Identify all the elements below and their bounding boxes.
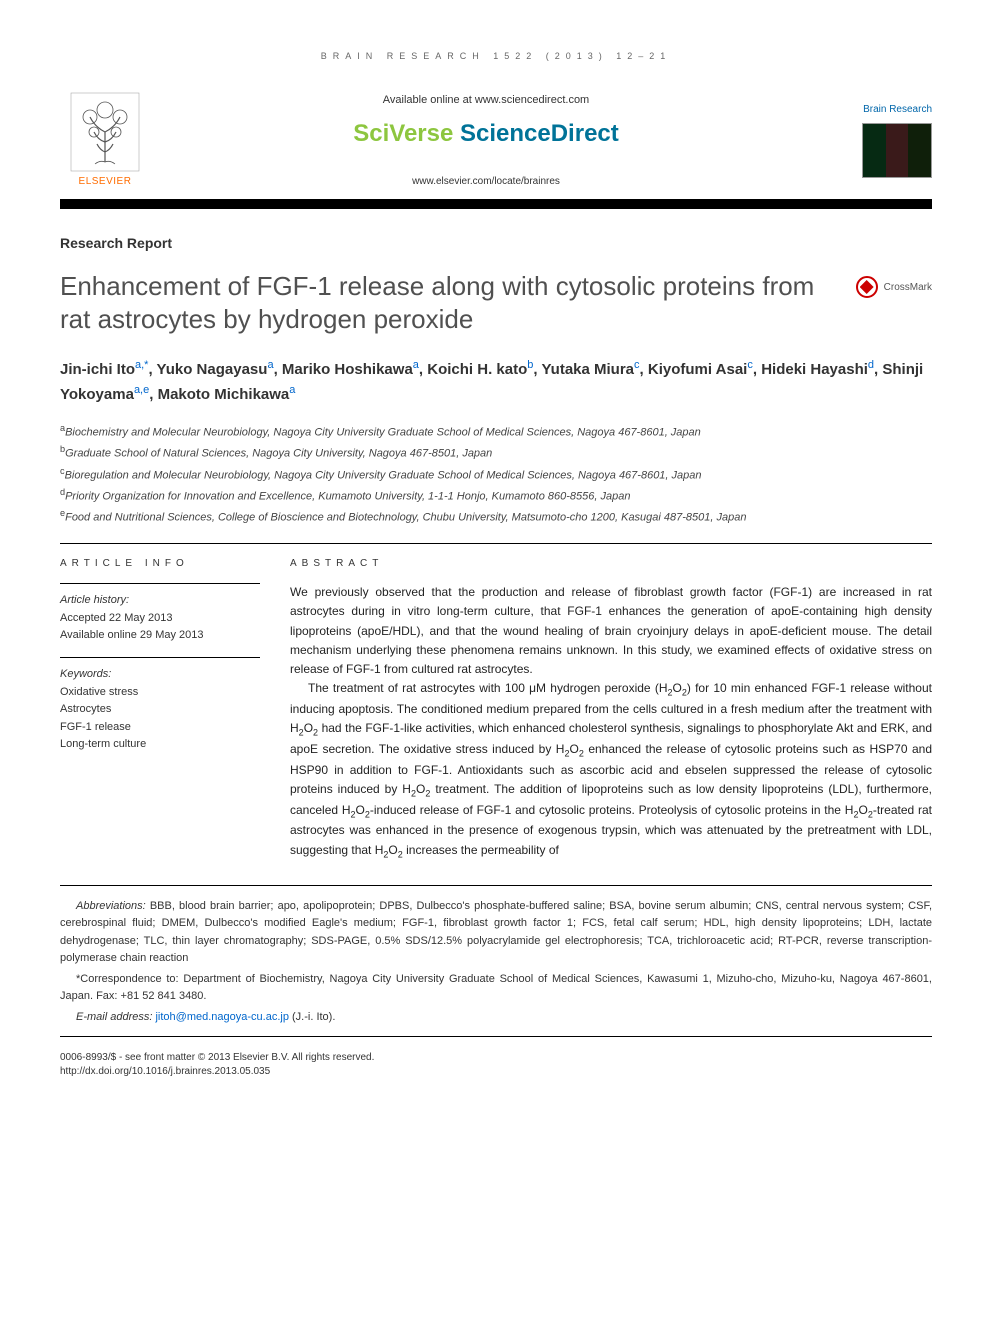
abstract-column: abstract We previously observed that the… bbox=[290, 556, 932, 861]
elsevier-tree-icon bbox=[70, 92, 140, 172]
author: Kiyofumi Asaic bbox=[648, 361, 753, 378]
header-rule bbox=[60, 199, 932, 209]
affiliation: cBioregulation and Molecular Neurobiolog… bbox=[60, 464, 932, 485]
email-suffix: (J.-i. Ito). bbox=[289, 1011, 335, 1023]
author-list: Jin-ichi Itoa,*, Yuko Nagayasua, Mariko … bbox=[60, 357, 932, 407]
author: Jin-ichi Itoa,* bbox=[60, 361, 148, 378]
crossmark-label: CrossMark bbox=[884, 280, 932, 295]
keyword: Long-term culture bbox=[60, 736, 260, 754]
journal-cover-thumb bbox=[862, 123, 932, 178]
info-rule-1 bbox=[60, 583, 260, 584]
author: Mariko Hoshikawaa bbox=[282, 361, 419, 378]
article-info-heading: article info bbox=[60, 556, 260, 571]
keyword: FGF-1 release bbox=[60, 719, 260, 737]
available-online-text: Available online at www.sciencedirect.co… bbox=[150, 92, 822, 109]
email-footnote: E-mail address: jitoh@med.nagoya-cu.ac.j… bbox=[60, 1009, 932, 1026]
sciverse-word-b: ScienceDirect bbox=[460, 120, 619, 147]
author: Hideki Hayashid bbox=[761, 361, 874, 378]
abstract-p2: The treatment of rat astrocytes with 100… bbox=[290, 679, 932, 861]
footnotes: Abbreviations: BBB, blood brain barrier;… bbox=[60, 898, 932, 1025]
abbrev-text: BBB, blood brain barrier; apo, apolipopr… bbox=[60, 900, 932, 963]
abstract-p1: We previously observed that the producti… bbox=[290, 583, 932, 679]
email-label: E-mail address: bbox=[76, 1011, 152, 1023]
abstract-heading: abstract bbox=[290, 556, 932, 571]
author: Yutaka Miurac bbox=[541, 361, 639, 378]
abstract-body: We previously observed that the producti… bbox=[290, 583, 932, 861]
article-info-column: article info Article history: Accepted 2… bbox=[60, 556, 260, 861]
journal-cover-title: Brain Research bbox=[863, 102, 932, 117]
email-link[interactable]: jitoh@med.nagoya-cu.ac.jp bbox=[155, 1011, 288, 1023]
sciverse-logo: SciVerse ScienceDirect bbox=[150, 116, 822, 152]
affiliation: eFood and Nutritional Sciences, College … bbox=[60, 506, 932, 527]
elsevier-label: ELSEVIER bbox=[79, 174, 132, 189]
article-type: Research Report bbox=[60, 233, 932, 254]
author: Koichi H. katob bbox=[427, 361, 533, 378]
abbrev-label: Abbreviations: bbox=[76, 900, 146, 912]
article-history-block: Article history: Accepted 22 May 2013 Av… bbox=[60, 592, 260, 645]
abbreviations-footnote: Abbreviations: BBB, blood brain barrier;… bbox=[60, 898, 932, 966]
author: Makoto Michikawaa bbox=[158, 386, 296, 403]
author: Yuko Nagayasua bbox=[157, 361, 274, 378]
correspondence-footnote: *Correspondence to: Department of Bioche… bbox=[60, 971, 932, 1005]
elsevier-logo-block: ELSEVIER bbox=[60, 92, 150, 189]
journal-url: www.elsevier.com/locate/brainres bbox=[150, 174, 822, 189]
publisher-header: ELSEVIER Available online at www.science… bbox=[60, 92, 932, 190]
footnote-rule bbox=[60, 885, 932, 886]
article-title: Enhancement of FGF-1 release along with … bbox=[60, 270, 856, 335]
online-date: Available online 29 May 2013 bbox=[60, 627, 260, 645]
doi-link[interactable]: http://dx.doi.org/10.1016/j.brainres.201… bbox=[60, 1065, 932, 1079]
journal-cover-block: Brain Research bbox=[822, 102, 932, 178]
crossmark-icon bbox=[856, 276, 878, 298]
running-head: BRAIN RESEARCH 1522 (2013) 12–21 bbox=[60, 50, 932, 64]
title-row: Enhancement of FGF-1 release along with … bbox=[60, 270, 932, 335]
keywords-block: Keywords: Oxidative stressAstrocytesFGF-… bbox=[60, 666, 260, 754]
affiliation-list: aBiochemistry and Molecular Neurobiology… bbox=[60, 421, 932, 527]
crossmark-widget[interactable]: CrossMark bbox=[856, 276, 932, 298]
keyword: Oxidative stress bbox=[60, 684, 260, 702]
accepted-date: Accepted 22 May 2013 bbox=[60, 610, 260, 628]
info-abstract-row: article info Article history: Accepted 2… bbox=[60, 556, 932, 861]
copyright-line1: 0006-8993/$ - see front matter © 2013 El… bbox=[60, 1051, 932, 1065]
keywords-label: Keywords: bbox=[60, 666, 260, 684]
history-label: Article history: bbox=[60, 592, 260, 610]
affiliation: bGraduate School of Natural Sciences, Na… bbox=[60, 442, 932, 463]
keyword: Astrocytes bbox=[60, 701, 260, 719]
sciverse-word-a: SciVerse bbox=[353, 120, 460, 147]
affiliation: aBiochemistry and Molecular Neurobiology… bbox=[60, 421, 932, 442]
separator-rule bbox=[60, 543, 932, 544]
copyright-rule bbox=[60, 1036, 932, 1037]
copyright-block: 0006-8993/$ - see front matter © 2013 El… bbox=[60, 1051, 932, 1079]
center-header: Available online at www.sciencedirect.co… bbox=[150, 92, 822, 190]
affiliation: dPriority Organization for Innovation an… bbox=[60, 485, 932, 506]
info-rule-2 bbox=[60, 657, 260, 658]
